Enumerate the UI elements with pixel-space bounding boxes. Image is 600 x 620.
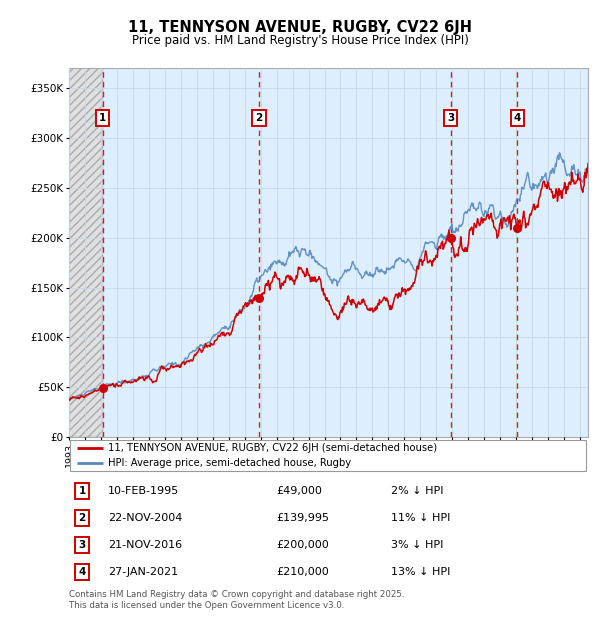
Text: Price paid vs. HM Land Registry's House Price Index (HPI): Price paid vs. HM Land Registry's House … [131, 34, 469, 47]
Text: 3: 3 [447, 113, 454, 123]
Text: £200,000: £200,000 [277, 540, 329, 550]
Text: £139,995: £139,995 [277, 513, 329, 523]
Text: 10-FEB-1995: 10-FEB-1995 [108, 486, 179, 496]
Bar [69, 68, 103, 437]
Text: £210,000: £210,000 [277, 567, 329, 577]
Text: 22-NOV-2004: 22-NOV-2004 [108, 513, 182, 523]
Text: 3: 3 [79, 540, 86, 550]
Text: £49,000: £49,000 [277, 486, 322, 496]
FancyBboxPatch shape [70, 440, 586, 471]
Text: 2: 2 [256, 113, 263, 123]
Text: 27-JAN-2021: 27-JAN-2021 [108, 567, 178, 577]
Text: 2% ↓ HPI: 2% ↓ HPI [391, 486, 443, 496]
Text: 1: 1 [99, 113, 106, 123]
Text: HPI: Average price, semi-detached house, Rugby: HPI: Average price, semi-detached house,… [108, 458, 351, 468]
Text: 3% ↓ HPI: 3% ↓ HPI [391, 540, 443, 550]
Text: 11% ↓ HPI: 11% ↓ HPI [391, 513, 450, 523]
Text: 11, TENNYSON AVENUE, RUGBY, CV22 6JH (semi-detached house): 11, TENNYSON AVENUE, RUGBY, CV22 6JH (se… [108, 443, 437, 453]
Text: 1: 1 [79, 486, 86, 496]
Text: 11, TENNYSON AVENUE, RUGBY, CV22 6JH: 11, TENNYSON AVENUE, RUGBY, CV22 6JH [128, 20, 472, 35]
Text: 4: 4 [78, 567, 86, 577]
Bar [69, 68, 103, 437]
Bar [103, 68, 588, 437]
Text: 4: 4 [514, 113, 521, 123]
Text: Contains HM Land Registry data © Crown copyright and database right 2025.
This d: Contains HM Land Registry data © Crown c… [69, 590, 404, 609]
Text: 13% ↓ HPI: 13% ↓ HPI [391, 567, 450, 577]
Text: 2: 2 [79, 513, 86, 523]
Text: 21-NOV-2016: 21-NOV-2016 [108, 540, 182, 550]
